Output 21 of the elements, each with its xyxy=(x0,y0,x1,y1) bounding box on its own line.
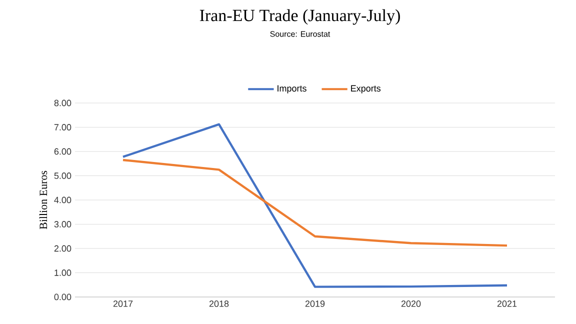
y-tick-label: 8.00 xyxy=(54,100,72,106)
x-tick-label: 2017 xyxy=(113,300,133,307)
y-tick-label: 0.00 xyxy=(54,294,72,300)
legend-label: Exports xyxy=(351,85,381,94)
line-series xyxy=(122,123,508,288)
chart-subtitle: Source: Eurostat xyxy=(270,31,330,37)
x-tick-label: 2019 xyxy=(305,300,325,307)
y-tick-label: 1.00 xyxy=(54,270,72,276)
x-tick-label: 2021 xyxy=(497,300,517,307)
y-tick-label: 3.00 xyxy=(54,221,72,228)
line-series xyxy=(122,158,508,247)
y-tick-label: 5.00 xyxy=(54,172,72,179)
x-tick-label: 2020 xyxy=(401,300,421,307)
y-tick-label: 7.00 xyxy=(54,124,72,130)
x-tick-label: 2018 xyxy=(209,300,229,307)
y-tick-label: 6.00 xyxy=(54,148,72,155)
y-tick-label: 2.00 xyxy=(54,245,72,252)
y-axis-title: Billion Euros xyxy=(39,170,48,230)
y-tick-label: 4.00 xyxy=(54,196,72,204)
chart-title: Iran-EU Trade (January-July) xyxy=(200,9,400,25)
legend-label: Imports xyxy=(278,85,306,94)
